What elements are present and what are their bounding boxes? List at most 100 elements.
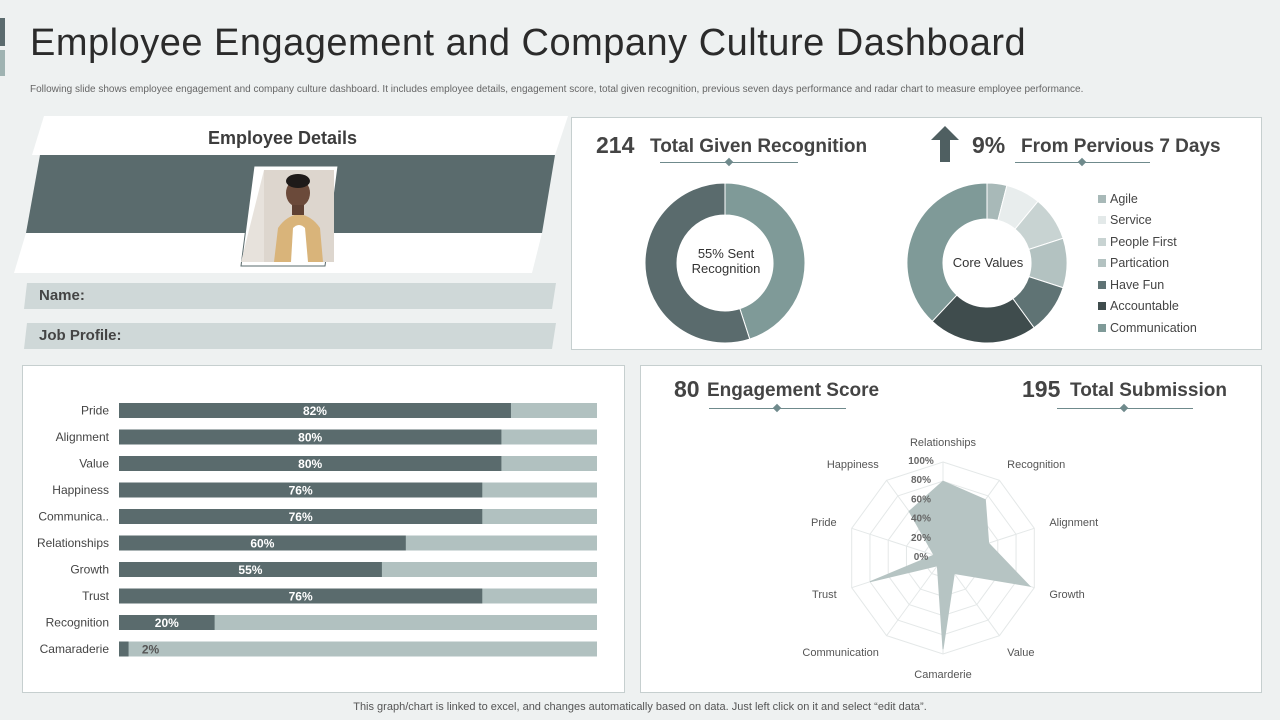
job-profile-label: Job Profile:: [39, 327, 122, 344]
legend-swatch: [1098, 323, 1106, 332]
bar-value-label: 2%: [142, 643, 160, 657]
employee-photo: [264, 170, 334, 262]
legend-item: Have Fun: [1098, 274, 1197, 296]
radar-axis-label: Relationships: [910, 437, 977, 449]
change-value: 9%: [972, 132, 1006, 158]
footer-note: This graph/chart is linked to excel, and…: [353, 701, 927, 713]
total-recognition-label: Total Given Recognition: [650, 136, 868, 157]
bar-category-label: Pride: [81, 404, 109, 418]
bar: [119, 456, 502, 471]
job-profile-field[interactable]: Job Profile:: [24, 323, 556, 349]
radar-tick-label: 100%: [908, 456, 934, 467]
legend-label: Accountable: [1110, 299, 1179, 314]
bar-value-label: 76%: [289, 590, 313, 604]
bar-category-label: Camaraderie: [40, 642, 110, 656]
sent-recognition-slice-sent: [644, 182, 751, 344]
legend-label: Have Fun: [1110, 277, 1165, 292]
radar-series-area: [869, 480, 1032, 650]
sent-recognition-donut: [644, 182, 806, 344]
legend-label: Agile: [1110, 191, 1138, 206]
name-field[interactable]: Name:: [24, 283, 556, 309]
legend-item: Communication: [1098, 317, 1197, 339]
legend-item: Agile: [1098, 188, 1197, 210]
radar-axis-label: Camarderie: [914, 669, 971, 681]
core-values-center: Core Values: [952, 255, 1024, 270]
bar-value-label: 20%: [155, 616, 179, 630]
radar-axis-label: Alignment: [1049, 517, 1098, 529]
radar-axis-label: Trust: [812, 589, 837, 601]
radar-tick-label: 80%: [911, 475, 931, 486]
bar-category-label: Relationships: [37, 536, 109, 550]
up-arrow-icon: [931, 126, 959, 162]
legend-swatch: [1098, 237, 1106, 246]
radar-tick-label: 20%: [911, 533, 931, 544]
employee-details-panel: [12, 116, 572, 356]
radar-axis-label: Value: [1007, 647, 1034, 659]
radar-axis-label: Recognition: [1007, 459, 1065, 471]
bar-value-label: 55%: [238, 563, 262, 577]
bar-track: [119, 641, 597, 657]
legend-label: People First: [1110, 234, 1177, 249]
legend-label: Partication: [1110, 256, 1170, 271]
core-values-donut: [906, 182, 1068, 344]
bar-category-label: Communica..: [38, 510, 109, 524]
radar-axis-line: [886, 557, 944, 636]
legend-label: Communication: [1110, 320, 1197, 335]
radar-axis-label: Pride: [811, 517, 837, 529]
sent-recognition-slice-other: [724, 182, 806, 340]
bar-category-label: Recognition: [46, 616, 109, 630]
radar-axis-label: Growth: [1049, 589, 1084, 601]
bar-value-label: 76%: [289, 484, 313, 498]
bar-category-label: Growth: [70, 563, 109, 577]
bar: [119, 615, 215, 630]
legend-item: Accountable: [1098, 296, 1197, 318]
radar-tick-label: 60%: [911, 494, 931, 505]
core-values-slice-communication: [906, 182, 988, 323]
legend-swatch: [1098, 280, 1106, 289]
engagement-score-value: 80: [674, 376, 700, 402]
engagement-score-label: Engagement Score: [707, 380, 880, 401]
radar-axis-label: Happiness: [827, 459, 879, 471]
radar-axis-line: [851, 527, 944, 559]
legend-item: Service: [1098, 210, 1197, 232]
bar-category-label: Alignment: [56, 430, 110, 444]
employee-details-title: Employee Details: [207, 128, 358, 148]
engagement-radar-chart: 0% 20% 40% 60% 80% 100% Relationships Recogniti…: [802, 437, 1098, 681]
legend-item: Partication: [1098, 253, 1197, 275]
bar: [119, 403, 511, 418]
radar-axis-label: Communication: [802, 647, 878, 659]
bar: [119, 482, 483, 498]
legend-item: People First: [1098, 231, 1197, 253]
bar-value-label: 82%: [303, 404, 327, 418]
page-subtitle: Following slide shows employee engagemen…: [30, 84, 1084, 95]
bar-category-label: Value: [79, 457, 109, 471]
total-submission-value: 195: [1022, 376, 1061, 402]
name-label: Name:: [39, 287, 85, 304]
change-label: From Pervious 7 Days: [1021, 136, 1221, 157]
legend-swatch: [1098, 259, 1106, 268]
bar: [119, 429, 502, 445]
sent-recognition-center: 55% Sent Recognition: [691, 246, 761, 276]
legend-swatch: [1098, 216, 1106, 225]
bar: [119, 509, 483, 524]
bar-track: [119, 615, 597, 630]
page-title: Employee Engagement and Company Culture …: [30, 22, 1027, 64]
bar: [119, 535, 406, 551]
legend-label: Service: [1110, 213, 1152, 228]
bar: [119, 562, 382, 577]
total-recognition-value: 214: [596, 132, 635, 158]
bar-category-label: Happiness: [52, 483, 109, 497]
legend-swatch: [1098, 194, 1106, 203]
radar-tick-label: 0%: [914, 552, 929, 563]
core-values-legend: Agile Service People First Partication Have …: [1098, 188, 1197, 339]
total-submission-label: Total Submission: [1070, 380, 1227, 401]
bar-chart-panel: [22, 365, 625, 693]
accent-bar: [0, 18, 5, 76]
bar-value-label: 76%: [289, 510, 313, 524]
engagement-bar-chart: Pride 82% Alignment 80% Value 80% Happiness 76%…: [37, 403, 597, 657]
bar-category-label: Trust: [82, 589, 110, 603]
bar: [119, 588, 483, 604]
bar-value-label: 80%: [298, 431, 322, 445]
bar-value-label: 80%: [298, 457, 322, 471]
bar: [119, 641, 129, 657]
